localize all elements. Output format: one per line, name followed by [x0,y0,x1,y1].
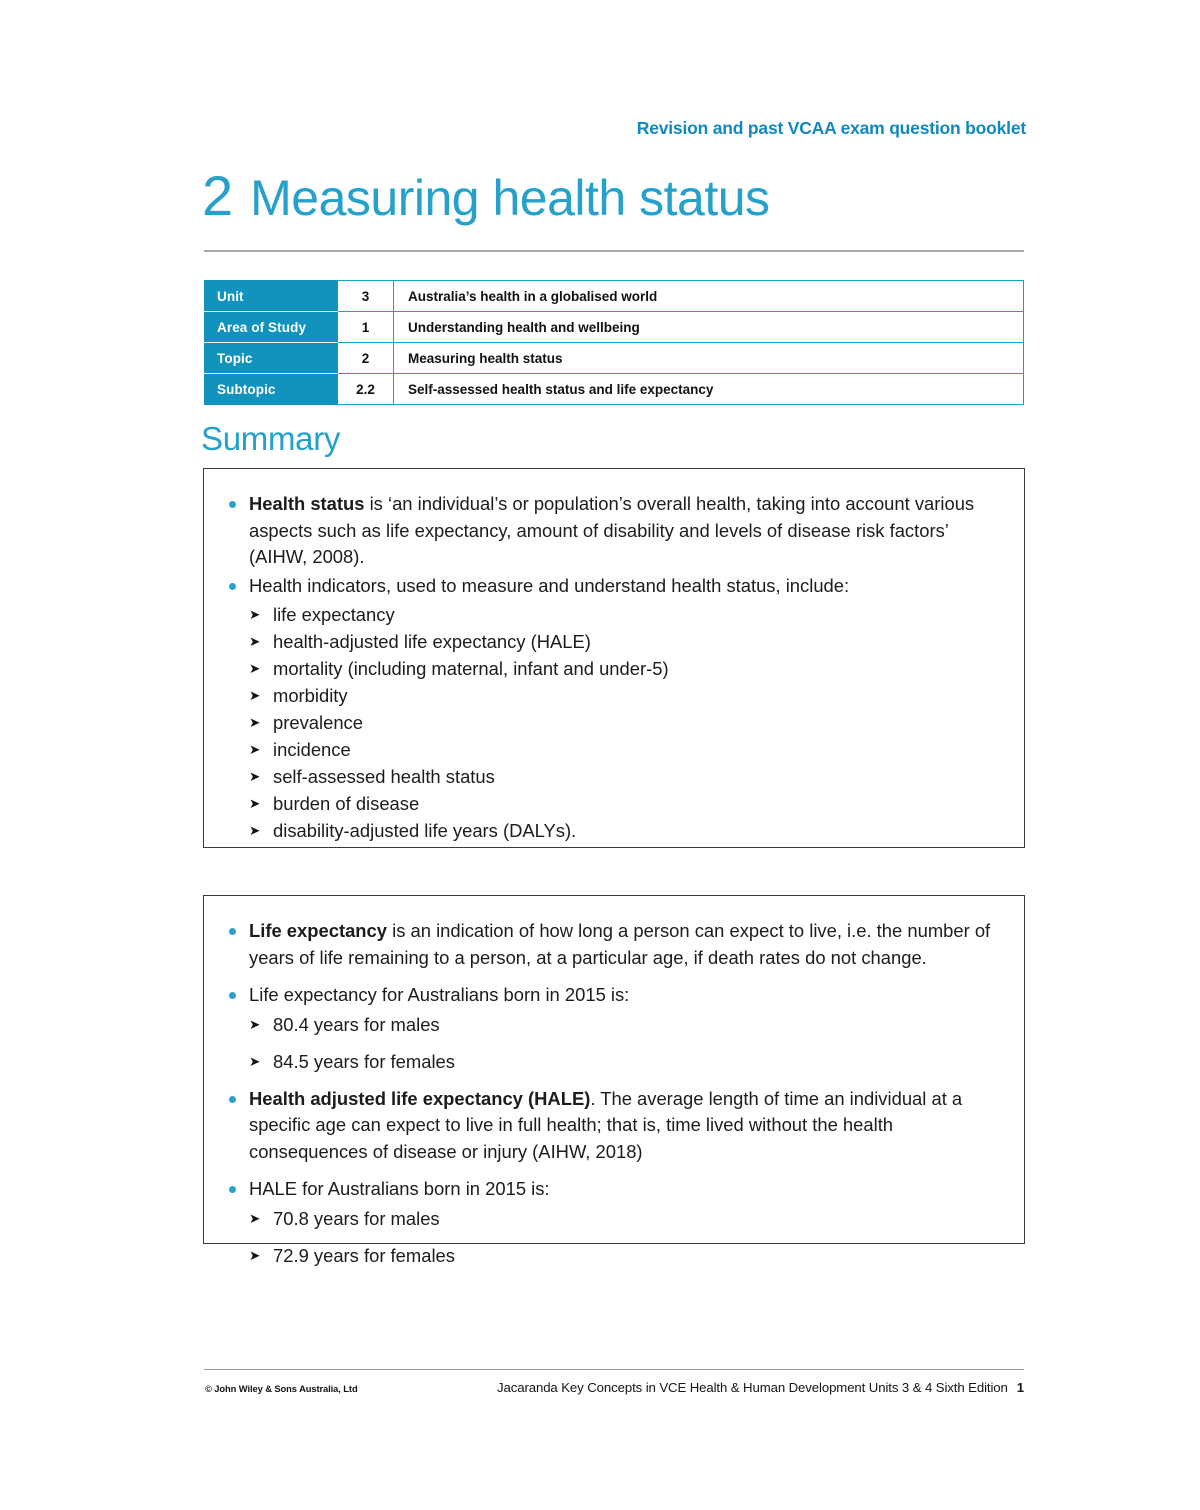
list-item: 80.4 years for males [249,1011,998,1038]
le-australians-intro: Life expectancy for Australians born in … [249,984,630,1005]
footer-source: Jacaranda Key Concepts in VCE Health & H… [496,1380,1008,1395]
bullet-list: Health status is ‘an individual’s or pop… [226,491,998,844]
summary-heading: Summary [201,420,341,457]
list-item: health-adjusted life expectancy (HALE) [249,628,998,655]
definition-health-status: is ‘an individual’s or population’s over… [249,493,975,567]
health-indicator-list: life expectancy health-adjusted life exp… [249,601,998,844]
list-item: incidence [249,736,998,763]
table-cell-value: Australia’s health in a globalised world [393,280,1024,312]
footer-source-line: Jacaranda Key Concepts in VCE Health & H… [204,1380,1024,1395]
term-life-expectancy: Life expectancy [249,920,387,941]
list-item: 84.5 years for females [249,1048,998,1075]
definition-life-expectancy: is an indication of how long a person ca… [249,920,991,968]
summary-box-life-expectancy: Life expectancy is an indication of how … [203,895,1025,1269]
booklet-label: Revision and past VCAA exam question boo… [636,118,1026,138]
list-item: burden of disease [249,790,998,817]
footer-copyright: © John Wiley & Sons Australia, Ltd [205,1383,358,1394]
hale-values: 70.8 years for males 72.9 years for fema… [249,1205,998,1269]
box-content: Life expectancy is an indication of how … [204,896,1024,1297]
page-title: 2 Measuring health status [202,168,770,224]
list-item: self-assessed health status [249,763,998,790]
table-cell-key: Unit [204,280,338,312]
health-indicators-intro: Health indicators, used to measure and u… [249,574,850,596]
definition-hale: . The average length of time an individu… [249,1087,963,1162]
table-cell-number: 2.2 [337,373,394,405]
summary-box-health-status: Health status is ‘an individual’s or pop… [203,468,1025,848]
list-item: Health indicators, used to measure and u… [226,573,998,844]
chapter-number: 2 [202,164,233,227]
table-row: Topic 2 Measuring health status [204,342,1024,374]
chapter-title: Measuring health status [250,170,770,226]
title-divider [204,250,1024,252]
list-item: life expectancy [249,601,998,628]
list-item: HALE for Australians born in 2015 is: 70… [226,1176,998,1269]
list-item: 70.8 years for males [249,1205,998,1232]
list-item: prevalence [249,709,998,736]
table-cell-value: Self-assessed health status and life exp… [393,373,1024,405]
life-expectancy-values: 80.4 years for males 84.5 years for fema… [249,1011,998,1075]
bullet-list: Life expectancy is an indication of how … [226,918,998,1269]
list-item: Health status is ‘an individual’s or pop… [226,491,998,571]
table-cell-key: Subtopic [204,373,338,405]
table-row: Area of Study 1 Understanding health and… [204,311,1024,343]
table-cell-key: Topic [204,342,338,374]
list-item: Health adjusted life expectancy (HALE). … [226,1086,998,1166]
table-cell-value: Measuring health status [393,342,1024,374]
box-content: Health status is ‘an individual’s or pop… [204,469,1024,864]
table-row: Unit 3 Australia’s health in a globalise… [204,280,1024,312]
list-item: disability-adjusted life years (DALYs). [249,817,998,844]
table-cell-number: 1 [337,311,394,343]
list-item: mortality (including maternal, infant an… [249,655,998,682]
table-cell-key: Area of Study [204,311,338,343]
list-item: Life expectancy is an indication of how … [226,918,998,971]
page-number: 1 [1016,1380,1024,1395]
hale-australians-intro: HALE for Australians born in 2015 is: [249,1178,550,1199]
list-item: morbidity [249,682,998,709]
term-hale: Health adjusted life expectancy (HALE) [249,1087,591,1109]
list-item: 72.9 years for females [249,1242,998,1269]
term-health-status: Health status [249,493,365,514]
study-design-table: Unit 3 Australia’s health in a globalise… [204,280,1024,405]
table-cell-number: 2 [337,342,394,374]
table-cell-number: 3 [337,280,394,312]
list-item: Life expectancy for Australians born in … [226,982,998,1075]
table-cell-value: Understanding health and wellbeing [393,311,1024,343]
footer-divider [204,1369,1024,1371]
table-row: Subtopic 2.2 Self-assessed health status… [204,373,1024,405]
